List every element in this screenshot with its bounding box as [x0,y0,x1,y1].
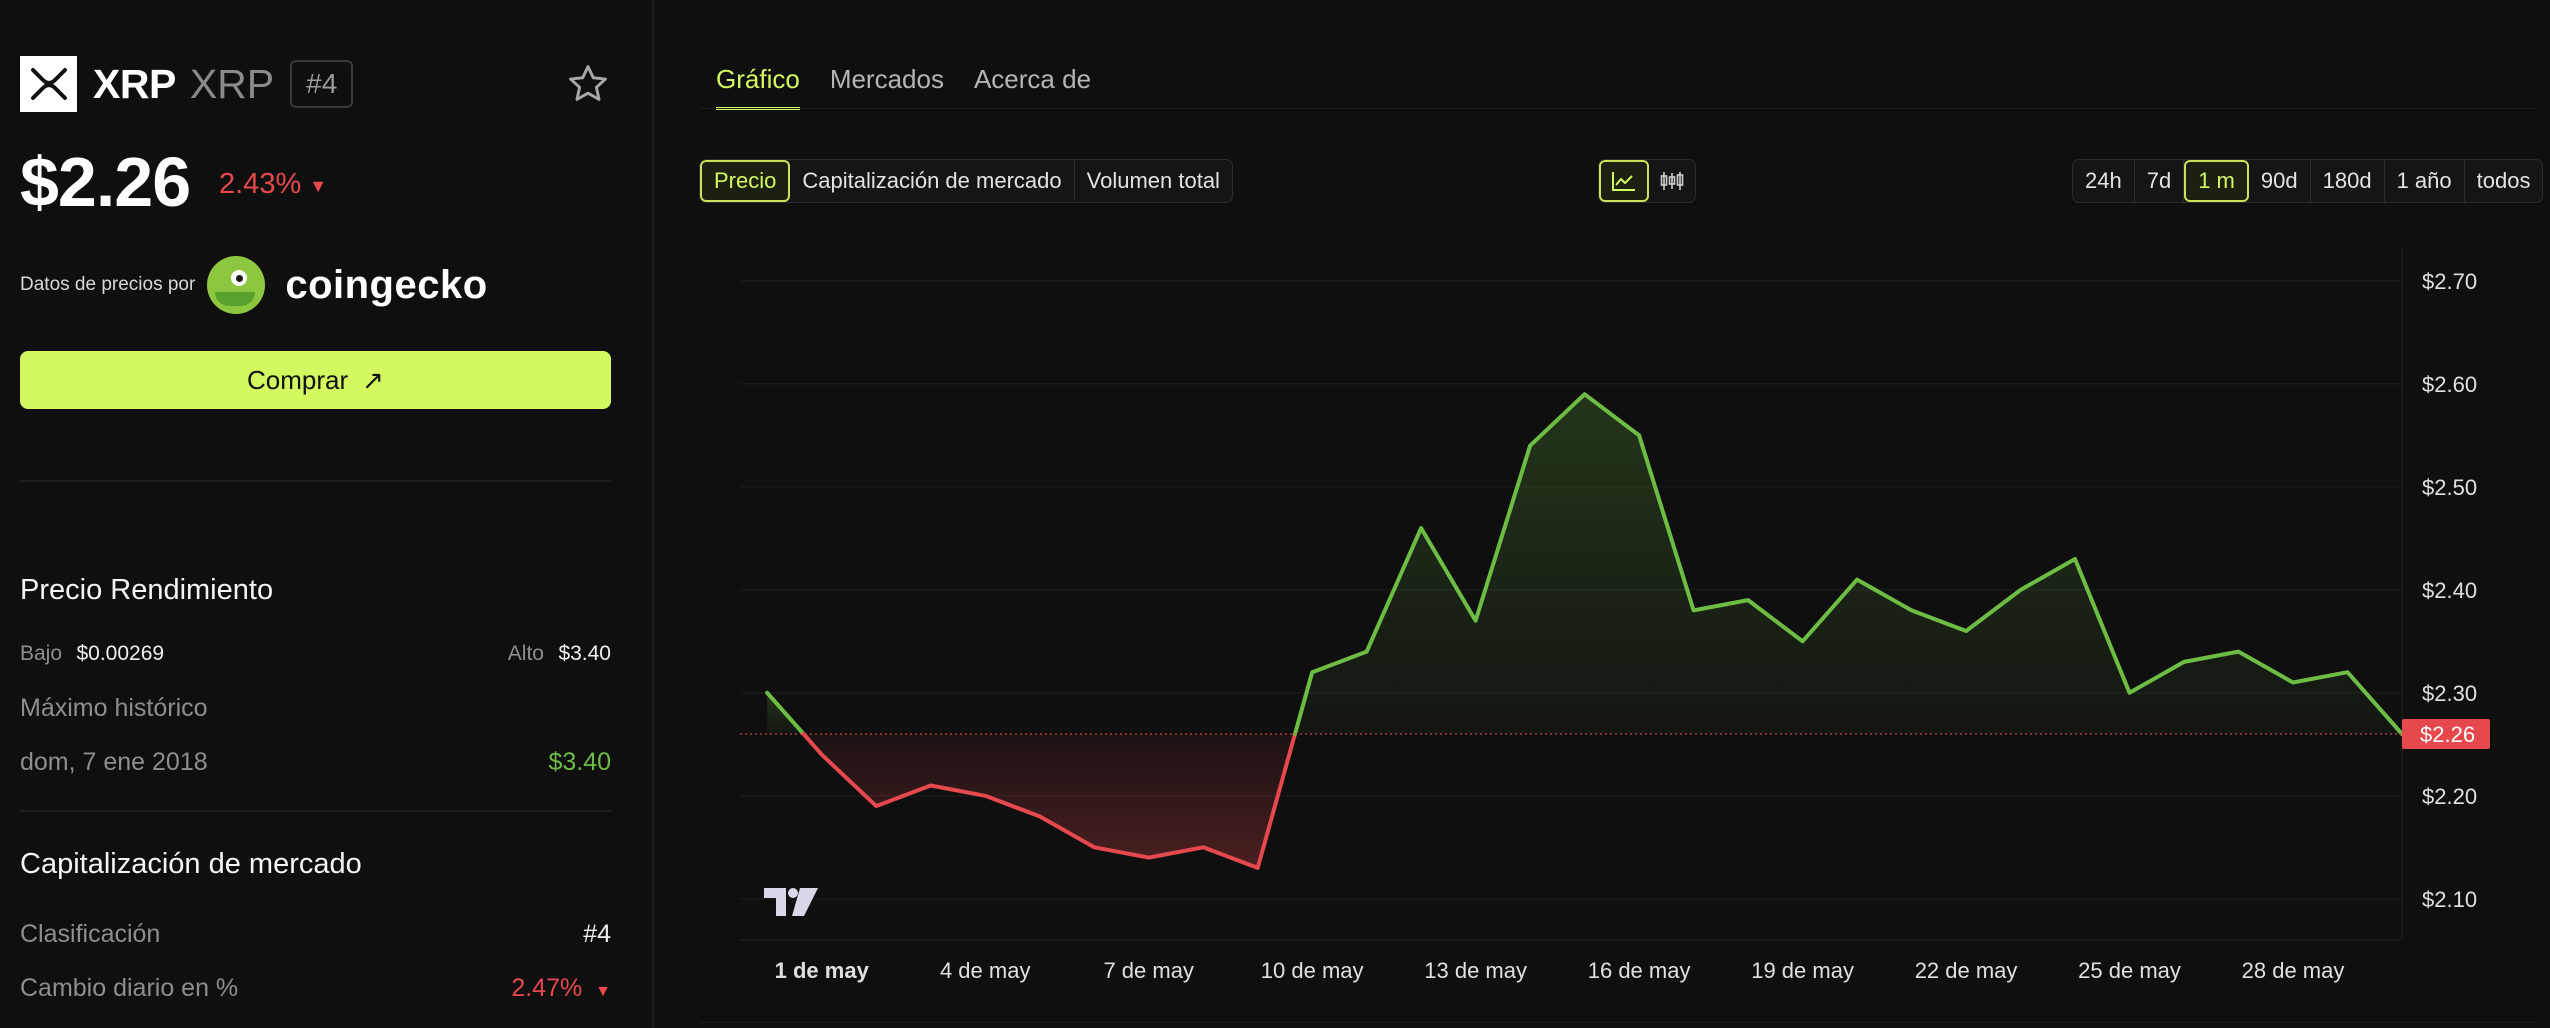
tradingview-logo-icon[interactable] [764,888,818,916]
coin-summary-panel: XRP XRP #4 $2.26 2.43% ▼ Datos de precio… [0,0,654,1028]
daily-change-label: Cambio diario en % [20,974,239,1002]
series-line-up [1293,392,2404,736]
ath-label: Máximo histórico [20,694,208,722]
ath-row: dom, 7 ene 2018 $3.40 [20,748,611,777]
coin-name: XRP [93,60,176,107]
rank-row: Clasificación #4 [20,920,611,949]
series-area-up [1295,394,2402,735]
series-line-up [765,690,806,736]
ath-value: $3.40 [548,748,611,776]
x-tick-label: 10 de may [1261,958,1364,983]
range-180d-button[interactable]: 180d [2311,160,2385,202]
y-tick-label: $2.60 [2422,372,2477,397]
line-chart-icon[interactable] [1599,160,1649,202]
high-value: $3.40 [558,642,611,665]
current-price-tag [2402,719,2490,750]
market-cap-title: Capitalización de mercado [20,848,362,880]
tab-about[interactable]: Acerca de [973,64,1092,94]
arrow-up-right-icon: ↗ [362,364,384,395]
current-price-tag-label: $2.26 [2420,722,2475,747]
range-90d-button[interactable]: 90d [2249,160,2311,202]
range-1y-button[interactable]: 1 año [2385,160,2465,202]
buy-button-label: Comprar [247,364,349,395]
high-label: Alto [507,642,544,665]
range-7d-button[interactable]: 7d [2135,160,2185,202]
y-tick-label: $2.50 [2422,475,2477,500]
xrp-logo-icon [20,56,77,112]
daily-change-number: 2.47% [511,974,583,1002]
price-chart-svg[interactable]: $2.10 $2.20 $2.30 $2.40 $2.50 $2.60 $2.70 1 de … [700,250,2550,1020]
x-tick-label: 19 de may [1751,958,1854,983]
performance-title: Precio Rendimiento [20,574,274,606]
favorite-star-icon[interactable] [566,62,610,106]
candlestick-icon[interactable] [1649,160,1695,202]
metric-volume-button[interactable]: Volumen total [1086,168,1220,193]
x-tick-label: 7 de may [1103,958,1194,983]
ath-date: dom, 7 ene 2018 [20,748,208,776]
x-tick-label: 4 de may [940,958,1031,983]
divider [20,810,611,812]
y-tick-label: $2.30 [2422,681,2477,706]
x-tick-label: 16 de may [1588,958,1691,983]
rank-value: #4 [583,920,611,948]
daily-change-row: Cambio diario en % 2.47% ▼ [20,974,611,1003]
tab-chart[interactable]: Gráfico [716,64,800,110]
y-tick-label: $2.20 [2422,784,2477,809]
price-data-attribution: Datos de precios por coingecko [20,254,488,316]
x-tick-label: 28 de may [2242,958,2345,983]
x-tick-label: 25 de may [2078,958,2181,983]
metric-selector: Precio Capitalización de mercado Volumen… [699,159,1233,203]
range-all-button[interactable]: todos [2476,168,2531,193]
rank-label: Clasificación [20,920,161,948]
coin-symbol: XRP [189,60,275,107]
range-24h-button[interactable]: 24h [2073,160,2135,202]
series-area-down [803,734,1295,868]
chart-type-selector [1598,159,1696,203]
current-price: $2.26 [20,143,191,221]
range-1m-button[interactable]: 1 m [2184,160,2249,202]
ath-label-row: Máximo histórico [20,694,611,723]
buy-button[interactable]: Comprar ↗ [20,351,611,409]
x-tick-label: 1 de may [775,958,870,983]
low-value: $0.00269 [76,642,165,665]
series-line-down [801,732,1297,870]
y-tick-label: $2.70 [2422,269,2477,294]
range-selector: 24h 7d 1 m 90d 180d 1 año todos [2072,159,2544,203]
rank-badge: #4 [290,60,354,108]
price-range-row: Bajo $0.00269 Alto $3.40 [20,642,611,666]
content-tabs: Gráfico Mercados Acerca de [716,64,1091,110]
price-change: 2.43% ▼ [219,168,327,201]
chart-bottom-divider [700,1022,2538,1023]
price-change-value: 2.43% [219,168,302,200]
coingecko-wordmark[interactable]: coingecko [285,262,488,307]
price-chart[interactable]: $2.10 $2.20 $2.30 $2.40 $2.50 $2.60 $2.70 1 de … [700,250,2550,1020]
down-triangle-icon: ▼ [309,176,328,196]
coin-header: XRP XRP #4 [20,56,354,112]
down-triangle-icon: ▼ [595,983,611,1000]
attribution-label: Datos de precios por [20,274,196,295]
metric-price-button[interactable]: Precio [700,160,791,202]
y-tick-label: $2.10 [2422,887,2477,912]
x-tick-label: 22 de may [1915,958,2018,983]
metric-market-cap-button[interactable]: Capitalización de mercado [790,160,1075,202]
y-tick-label: $2.40 [2422,578,2477,603]
tabs-divider [700,108,2538,109]
x-tick-label: 13 de may [1424,958,1527,983]
daily-change-value: 2.47% ▼ [511,974,611,1003]
tab-markets[interactable]: Mercados [829,64,944,94]
divider [20,480,611,482]
coingecko-logo-icon[interactable] [207,256,266,314]
low-label: Bajo [20,642,63,665]
